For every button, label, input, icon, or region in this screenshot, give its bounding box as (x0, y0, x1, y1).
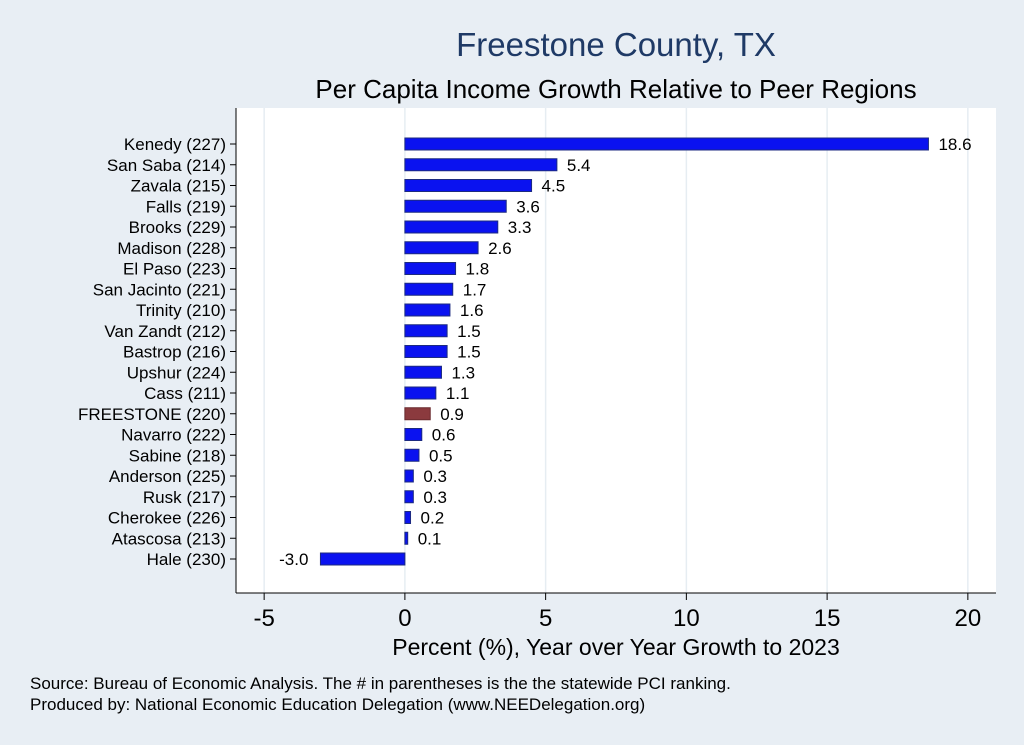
chart-title: Freestone County, TX (456, 26, 776, 63)
value-label: 18.6 (938, 135, 971, 154)
value-label: 1.3 (451, 363, 475, 382)
x-tick-label: 10 (673, 605, 700, 632)
bar (404, 137, 929, 151)
x-tick-label: 15 (814, 605, 841, 632)
bar (319, 552, 406, 566)
category-label: FREESTONE (220) (78, 405, 226, 424)
value-label: 1.8 (466, 260, 490, 279)
value-label: 1.5 (457, 322, 481, 341)
category-label: Bastrop (216) (123, 343, 226, 362)
bar (404, 428, 423, 441)
producer-credit: Produced by: National Economic Education… (30, 695, 646, 714)
value-label: 0.1 (418, 529, 442, 548)
bar (404, 365, 442, 379)
value-label: 1.6 (460, 301, 484, 320)
value-label: 0.3 (423, 467, 447, 486)
x-axis-title: Percent (%), Year over Year Growth to 20… (392, 634, 840, 660)
value-label: 1.5 (457, 343, 481, 362)
value-label: 0.2 (421, 509, 445, 528)
bar (404, 511, 412, 524)
bar (404, 490, 414, 504)
category-label: Madison (228) (117, 239, 226, 258)
bar (404, 448, 420, 462)
bar (404, 262, 457, 275)
bar (404, 282, 454, 296)
chart-subtitle: Per Capita Income Growth Relative to Pee… (315, 74, 917, 104)
bar (404, 220, 499, 234)
category-label: Cass (211) (144, 384, 226, 403)
category-label: Rusk (217) (143, 488, 226, 507)
category-label: Falls (219) (146, 197, 226, 216)
x-tick-label: 5 (539, 605, 552, 632)
value-label: 1.1 (446, 384, 470, 403)
value-label: 2.6 (488, 239, 512, 258)
category-label: Kenedy (227) (124, 135, 226, 154)
value-label: 5.4 (567, 156, 591, 175)
category-label: Navarro (222) (121, 426, 226, 445)
value-label: 3.3 (508, 218, 532, 237)
category-label: Hale (230) (147, 550, 226, 569)
bar (404, 241, 479, 255)
bar (404, 345, 448, 358)
category-label: Brooks (229) (129, 218, 226, 237)
category-label: Upshur (224) (127, 363, 226, 382)
bar-highlight (404, 407, 431, 421)
chart-footer: Source: Bureau of Economic Analysis. The… (30, 673, 731, 715)
bar (404, 324, 448, 338)
category-label: Atascosa (213) (112, 529, 226, 548)
category-label: Van Zandt (212) (104, 322, 226, 341)
value-label: 0.9 (440, 405, 464, 424)
value-label: -3.0 (279, 550, 308, 569)
value-label: 1.7 (463, 280, 487, 299)
bar (404, 386, 437, 400)
x-tick-label: 20 (955, 605, 982, 632)
value-label: 0.5 (429, 446, 453, 465)
bar (404, 531, 409, 545)
bar (404, 179, 533, 192)
category-label: El Paso (223) (123, 260, 226, 279)
category-label: Cherokee (226) (108, 509, 226, 528)
bar (404, 469, 414, 483)
bar (404, 158, 558, 172)
x-tick-label: 0 (398, 605, 411, 632)
category-label: San Jacinto (221) (93, 280, 226, 299)
value-label: 4.5 (542, 177, 566, 196)
category-label: Zavala (215) (131, 177, 226, 196)
category-label: Anderson (225) (109, 467, 226, 486)
value-label: 3.6 (516, 197, 540, 216)
plot-area (236, 108, 996, 593)
value-label: 0.6 (432, 426, 456, 445)
x-tick-label: -5 (253, 605, 274, 632)
category-label: San Saba (214) (107, 156, 226, 175)
value-label: 0.3 (423, 488, 447, 507)
category-label: Sabine (218) (129, 446, 226, 465)
category-label: Trinity (210) (136, 301, 226, 320)
source-note: Source: Bureau of Economic Analysis. The… (30, 674, 731, 693)
bar (404, 303, 451, 317)
bar (404, 199, 507, 213)
